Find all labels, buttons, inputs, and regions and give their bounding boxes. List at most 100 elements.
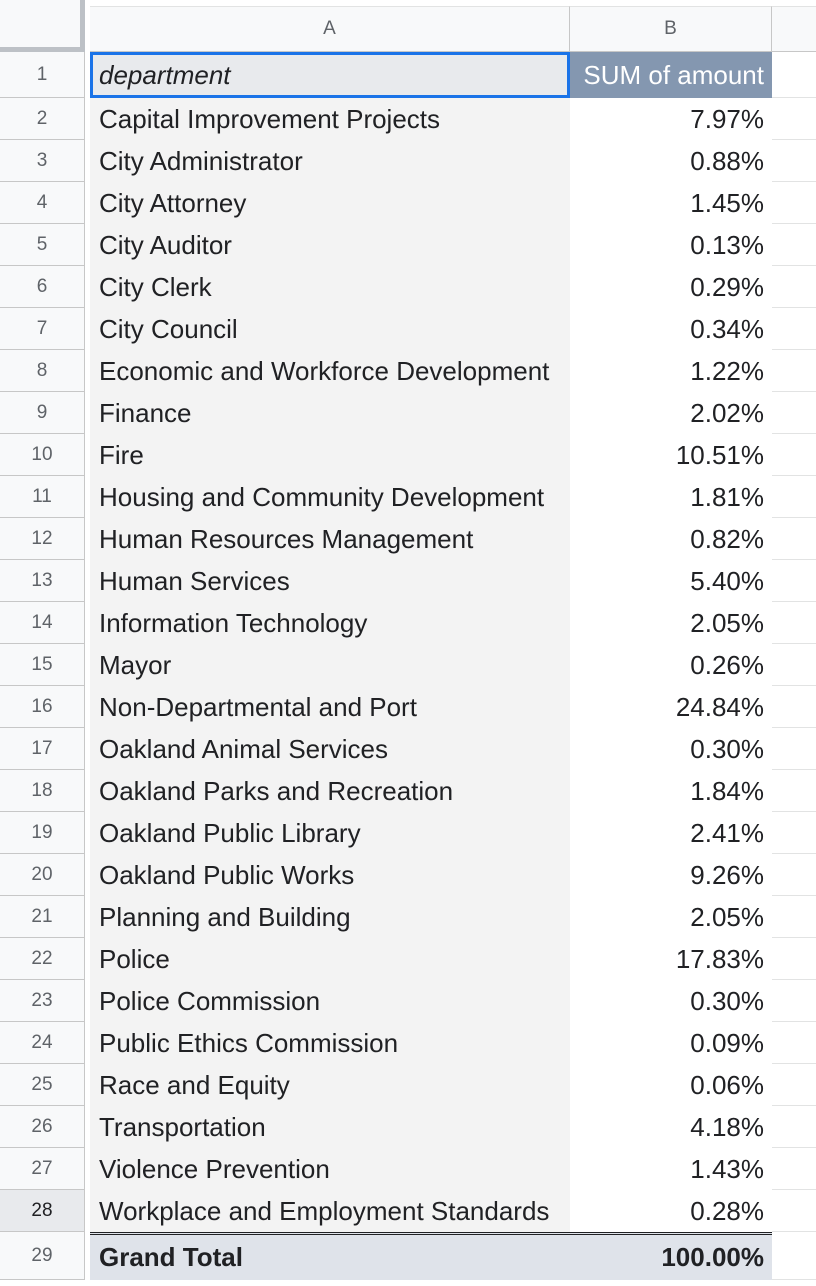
empty-cell[interactable] [772,1148,816,1190]
row-header[interactable]: 7 [0,308,85,350]
grand-total-value[interactable]: 100.00% [570,1232,772,1280]
department-cell[interactable]: Transportation [90,1106,570,1148]
row-header[interactable]: 10 [0,434,85,476]
amount-cell[interactable]: 0.09% [570,1022,772,1064]
amount-cell[interactable]: 1.22% [570,350,772,392]
empty-cell[interactable] [772,476,816,518]
department-cell[interactable]: City Council [90,308,570,350]
empty-cell[interactable] [772,854,816,896]
department-cell[interactable]: City Auditor [90,224,570,266]
row-header[interactable]: 22 [0,938,85,980]
row-header[interactable]: 9 [0,392,85,434]
empty-cell[interactable] [772,602,816,644]
amount-cell[interactable]: 0.13% [570,224,772,266]
empty-cell[interactable] [772,1064,816,1106]
department-cell[interactable]: Finance [90,392,570,434]
department-cell[interactable]: Housing and Community Development [90,476,570,518]
amount-cell[interactable]: 0.29% [570,266,772,308]
column-header-b[interactable]: B [570,6,772,52]
empty-cell[interactable] [772,98,816,140]
pivot-header-sum-amount[interactable]: SUM of amount [570,52,772,98]
amount-cell[interactable]: 0.88% [570,140,772,182]
select-all-corner[interactable] [0,0,85,52]
amount-cell[interactable]: 0.28% [570,1190,772,1232]
department-cell[interactable]: Police [90,938,570,980]
column-header-a[interactable]: A [90,6,570,52]
department-cell[interactable]: Fire [90,434,570,476]
row-header[interactable]: 29 [0,1232,85,1280]
empty-cell[interactable] [772,392,816,434]
amount-cell[interactable]: 10.51% [570,434,772,476]
row-header[interactable]: 11 [0,476,85,518]
amount-cell[interactable]: 0.06% [570,1064,772,1106]
row-header[interactable]: 14 [0,602,85,644]
department-cell[interactable]: Violence Prevention [90,1148,570,1190]
department-cell[interactable]: Police Commission [90,980,570,1022]
department-cell[interactable]: Economic and Workforce Development [90,350,570,392]
empty-cell[interactable] [772,350,816,392]
empty-cell[interactable] [772,224,816,266]
empty-cell[interactable] [772,140,816,182]
department-cell[interactable]: Non-Departmental and Port [90,686,570,728]
amount-cell[interactable]: 5.40% [570,560,772,602]
row-header[interactable]: 20 [0,854,85,896]
department-cell[interactable]: City Administrator [90,140,570,182]
department-cell[interactable]: Public Ethics Commission [90,1022,570,1064]
row-header[interactable]: 12 [0,518,85,560]
amount-cell[interactable]: 0.30% [570,980,772,1022]
row-header[interactable]: 1 [0,52,85,98]
amount-cell[interactable]: 2.05% [570,602,772,644]
department-cell[interactable]: Information Technology [90,602,570,644]
department-cell[interactable]: Planning and Building [90,896,570,938]
amount-cell[interactable]: 0.30% [570,728,772,770]
row-header[interactable]: 17 [0,728,85,770]
amount-cell[interactable]: 0.82% [570,518,772,560]
row-header[interactable]: 26 [0,1106,85,1148]
row-header[interactable]: 28 [0,1190,85,1232]
row-header[interactable]: 8 [0,350,85,392]
empty-cell[interactable] [772,812,816,854]
empty-cell[interactable] [772,1106,816,1148]
empty-cell[interactable] [772,770,816,812]
empty-cell[interactable] [772,980,816,1022]
empty-cell[interactable] [772,686,816,728]
amount-cell[interactable]: 1.45% [570,182,772,224]
row-header[interactable]: 4 [0,182,85,224]
amount-cell[interactable]: 0.34% [570,308,772,350]
row-header[interactable]: 6 [0,266,85,308]
empty-cell[interactable] [772,266,816,308]
grand-total-label[interactable]: Grand Total [90,1232,570,1280]
amount-cell[interactable]: 2.41% [570,812,772,854]
row-header[interactable]: 18 [0,770,85,812]
empty-cell[interactable] [772,1190,816,1232]
department-cell[interactable]: Oakland Animal Services [90,728,570,770]
department-cell[interactable]: Oakland Public Library [90,812,570,854]
empty-cell[interactable] [772,308,816,350]
empty-cell[interactable] [772,728,816,770]
row-header[interactable]: 19 [0,812,85,854]
row-header[interactable]: 16 [0,686,85,728]
department-cell[interactable]: Workplace and Employment Standards [90,1190,570,1232]
row-header[interactable]: 23 [0,980,85,1022]
empty-cell[interactable] [772,434,816,476]
amount-cell[interactable]: 9.26% [570,854,772,896]
department-cell[interactable]: Race and Equity [90,1064,570,1106]
row-header[interactable]: 5 [0,224,85,266]
row-header[interactable]: 13 [0,560,85,602]
amount-cell[interactable]: 0.26% [570,644,772,686]
department-cell[interactable]: Capital Improvement Projects [90,98,570,140]
empty-cell[interactable] [772,52,816,98]
empty-cell[interactable] [772,518,816,560]
empty-cell[interactable] [772,182,816,224]
department-cell[interactable]: Human Resources Management [90,518,570,560]
amount-cell[interactable]: 1.43% [570,1148,772,1190]
amount-cell[interactable]: 7.97% [570,98,772,140]
row-header[interactable]: 25 [0,1064,85,1106]
amount-cell[interactable]: 2.02% [570,392,772,434]
row-header[interactable]: 2 [0,98,85,140]
empty-cell[interactable] [772,644,816,686]
department-cell[interactable]: Mayor [90,644,570,686]
department-cell[interactable]: Oakland Public Works [90,854,570,896]
department-cell[interactable]: Oakland Parks and Recreation [90,770,570,812]
amount-cell[interactable]: 24.84% [570,686,772,728]
